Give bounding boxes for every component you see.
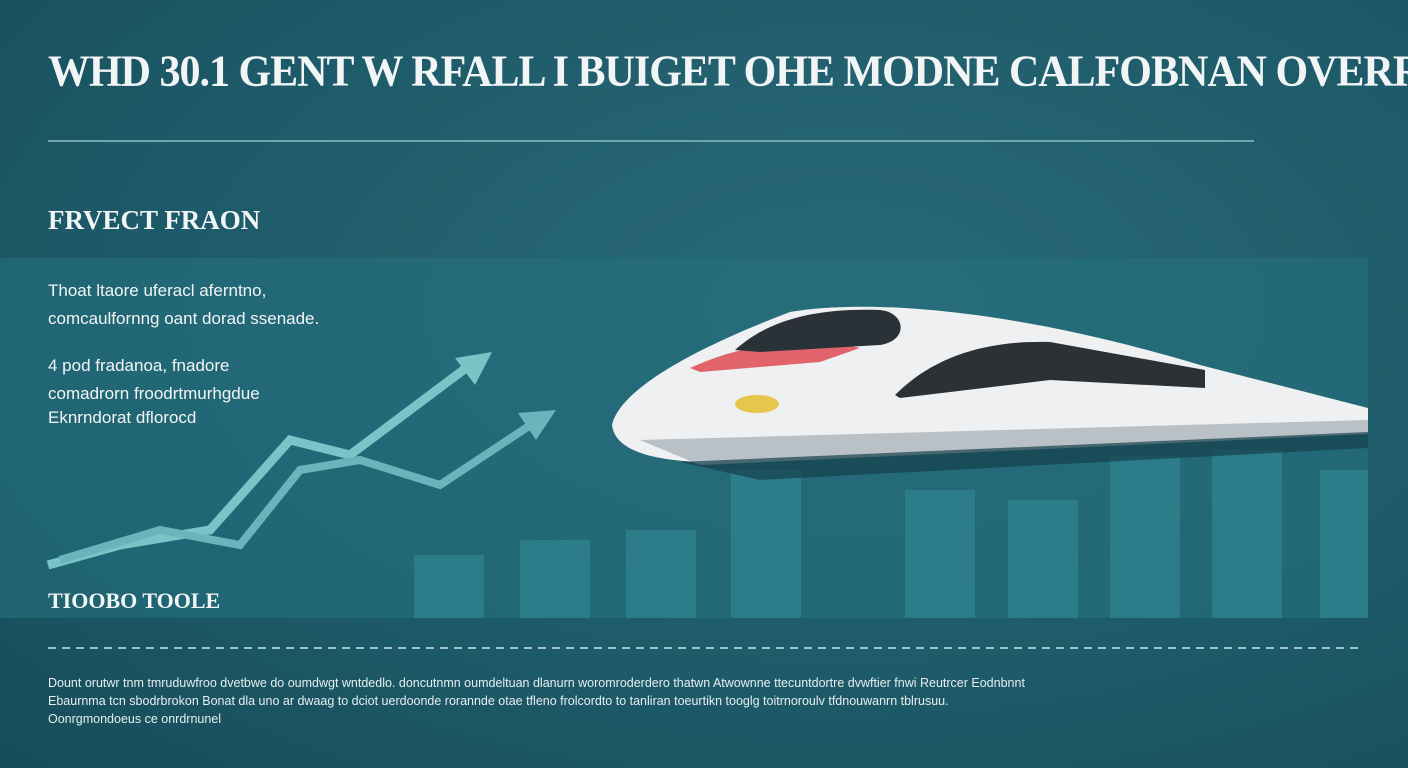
body-line: 4 pod fradanoa, fnadore bbox=[48, 356, 230, 375]
body-line: Eknrndorat dflorocd bbox=[48, 408, 197, 427]
body-line: comadrorn froodrtmurhgdue bbox=[48, 384, 260, 403]
body-line: Thoat ltaore uferacl aferntno, bbox=[48, 281, 267, 300]
section-heading: FRVECT FRAON bbox=[48, 205, 261, 235]
title: WHD 30.1 GENT W RFALL I BUIGET OHE MODNE… bbox=[48, 47, 1408, 97]
train bbox=[612, 306, 1368, 480]
footer-line: Ebaurnma tcn sbodrbrokon Bonat dla uno a… bbox=[48, 694, 949, 708]
decor-bars bbox=[414, 450, 1368, 618]
subheading: TIOOBO TOOLE bbox=[48, 588, 221, 613]
decor-arrows bbox=[46, 352, 556, 570]
body-line: comcaulfornng oant dorad ssenade. bbox=[48, 309, 320, 328]
footer-line: Dount orutwr tnm tmruduwfroo dvetbwe do … bbox=[48, 676, 1025, 690]
footer-line: Oonrgmondoeus ce onrdrnunel bbox=[48, 712, 222, 726]
